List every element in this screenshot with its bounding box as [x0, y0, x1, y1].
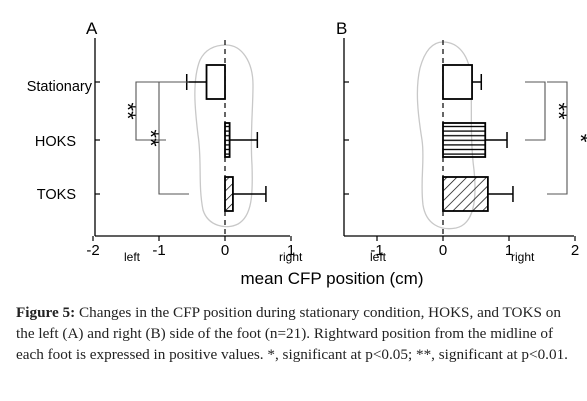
panel-b-sig-mark-0: ** [546, 102, 571, 120]
caption-label: Figure 5: [16, 304, 76, 321]
panel-a-foot-outline [194, 44, 254, 228]
panel-a-sig-bracket-0 [135, 81, 166, 141]
x-axis-title: mean CFP position (cm) [241, 269, 424, 288]
panel-b-bar-stationary [442, 64, 473, 100]
figure-chart: A -2 -1 0 1 ** ** left right Stationary HOKS… [27, 19, 587, 288]
panel-b-xtick-label-3: 2 [571, 242, 579, 259]
panel-a-right-label: right [279, 250, 303, 264]
panel-b-sig-mark-1: * [568, 134, 587, 143]
figure-caption: Figure 5: Changes in the CFP position du… [16, 302, 576, 365]
category-label-toks: TOKS [37, 187, 76, 203]
panel-b-bar-hoks [442, 122, 487, 158]
panel-a-xtick-label-3: 1 [287, 242, 295, 259]
panel-a-sig-mark-1: ** [138, 129, 163, 147]
category-label-stationary: Stationary [27, 79, 93, 95]
panel-b-label: B [336, 19, 347, 38]
panel-b-right-label: right [511, 250, 535, 264]
panel-b-left-label: left [370, 250, 387, 264]
panel-b-xtick-label-1: 0 [439, 242, 447, 259]
panel-a-sig-mark-0: ** [115, 102, 140, 120]
panel-a-bar-stationary [205, 64, 226, 100]
panel-b-xtick-label-2: 1 [505, 242, 513, 259]
panel-a-bar-hoks [224, 122, 231, 158]
category-label-hoks: HOKS [35, 134, 76, 150]
panel-a-sig-bracket-1 [158, 81, 189, 195]
panel-b-sig-bracket-1 [547, 81, 568, 195]
caption-text: Changes in the CFP position during stati… [16, 304, 568, 363]
panel-a-xtick-label-0: -2 [86, 242, 99, 259]
panel-a: A -2 -1 0 1 ** ** left right [86, 19, 303, 264]
panel-a-xtick-label-2: 0 [221, 242, 229, 259]
panel-a-left-label: left [124, 250, 141, 264]
panel-a-label: A [86, 19, 98, 38]
panel-a-bar-toks [224, 176, 234, 212]
panel-b-bar-toks [442, 176, 489, 212]
panel-b-sig-bracket-0 [525, 81, 546, 141]
panel-a-xtick-label-1: -1 [152, 242, 165, 259]
panel-b-xtick-label-0: -1 [370, 242, 383, 259]
